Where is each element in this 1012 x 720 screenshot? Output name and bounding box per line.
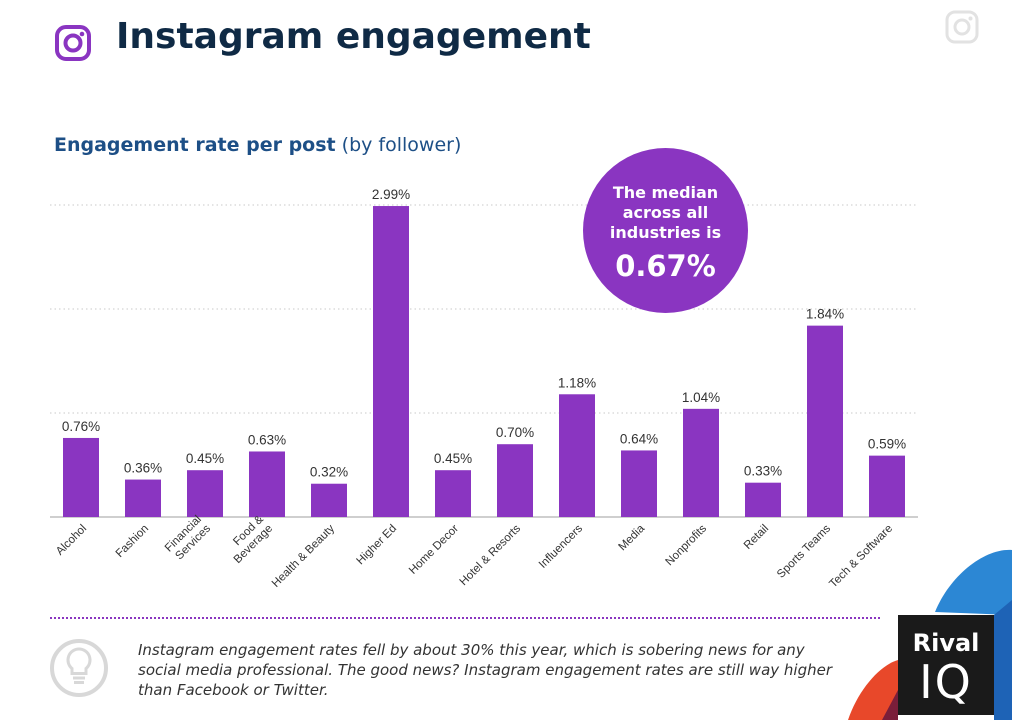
bar xyxy=(63,437,99,517)
x-tick-label: Sports Teams xyxy=(775,522,833,580)
data-label: 0.76% xyxy=(62,419,100,434)
bar xyxy=(621,450,657,517)
x-tick-label: Hotel & Resorts xyxy=(458,522,524,588)
bar xyxy=(807,325,843,517)
chart-subtitle-light: (by follower) xyxy=(341,134,462,156)
bar xyxy=(869,455,905,517)
bar xyxy=(125,479,161,517)
bar-chart: 0.76% Alcohol 0.36% Fashion 0.45% FinancialSe… xyxy=(50,187,918,591)
data-label: 0.63% xyxy=(248,432,286,447)
bar xyxy=(373,206,409,518)
instagram-watermark-icon xyxy=(945,10,979,44)
x-tick-label: Nonprofits xyxy=(664,522,710,568)
x-tick-label: Alcohol xyxy=(54,523,89,558)
chart-subtitle: Engagement rate per post (by follower) xyxy=(54,134,461,156)
x-tick-label: Influencers xyxy=(537,522,585,570)
data-label: 0.36% xyxy=(124,461,162,476)
median-callout-value: 0.67% xyxy=(615,248,716,283)
median-callout: The median across all industries is 0.67… xyxy=(583,148,748,313)
bar xyxy=(745,482,781,517)
x-tick-label: Health & Beauty xyxy=(270,522,337,589)
data-label: 0.45% xyxy=(186,451,224,466)
x-tick-label: Retail xyxy=(742,523,771,552)
lightbulb-icon xyxy=(50,639,108,697)
x-tick-label: Fashion xyxy=(114,523,151,560)
data-label: 0.33% xyxy=(744,464,782,479)
bar xyxy=(187,470,223,517)
x-tick-label: Home Decor xyxy=(407,523,461,577)
logo-line-2: IQ xyxy=(919,655,973,709)
data-label: 0.45% xyxy=(434,451,472,466)
bar xyxy=(249,451,285,517)
dotted-divider xyxy=(50,617,880,619)
x-tick-label: FinancialServices xyxy=(163,513,213,563)
instagram-icon xyxy=(55,25,91,61)
data-label: 0.32% xyxy=(310,465,348,480)
x-tick-label: Media xyxy=(616,522,647,553)
data-label: 0.59% xyxy=(868,437,906,452)
data-label: 0.70% xyxy=(496,425,534,440)
data-label: 1.04% xyxy=(682,390,720,405)
bar xyxy=(559,394,595,517)
data-label: 0.64% xyxy=(620,431,658,446)
rival-iq-logo: Rival IQ xyxy=(898,615,994,715)
footer-note: Instagram engagement rates fell by about… xyxy=(138,641,833,699)
data-label: 1.84% xyxy=(806,307,844,322)
bar xyxy=(497,444,533,517)
bar xyxy=(683,408,719,517)
logo-line-1: Rival xyxy=(912,629,980,657)
bar xyxy=(435,470,471,517)
x-tick-label: Higher Ed xyxy=(354,523,399,568)
data-label: 2.99% xyxy=(372,187,410,202)
x-tick-label: Food &Beverage xyxy=(223,513,276,566)
page-title: Instagram engagement xyxy=(116,16,591,57)
bar xyxy=(311,483,347,517)
x-tick-label: Tech & Software xyxy=(827,523,895,591)
chart-subtitle-bold: Engagement rate per post xyxy=(54,134,336,156)
median-callout-text: The median across all industries is xyxy=(609,182,722,242)
data-label: 1.18% xyxy=(558,375,596,390)
